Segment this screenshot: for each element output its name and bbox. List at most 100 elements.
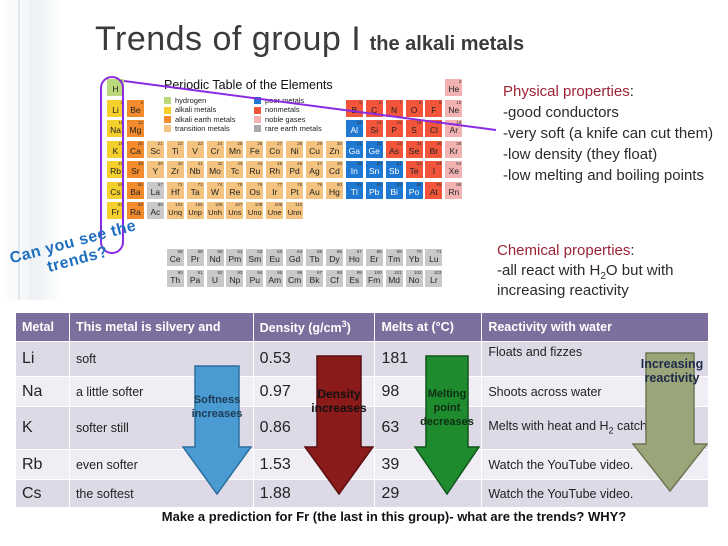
element-cell-cm: 96 Cm — [285, 268, 305, 288]
atomic-number: 60 — [217, 249, 223, 254]
legend-label: rare earth metals — [265, 124, 322, 134]
element-cell-tc: 43 Tc — [225, 160, 245, 179]
atomic-number: 42 — [217, 161, 223, 166]
element-symbol: Unh — [208, 208, 222, 217]
atomic-number: 9 — [438, 99, 442, 105]
element-symbol: Tb — [309, 254, 320, 264]
element-cell-p: 15 P — [384, 119, 404, 138]
atomic-number: 22 — [177, 140, 183, 146]
legend-swatch — [164, 106, 171, 114]
element-cell-zr: 40 Zr — [165, 160, 185, 179]
element-cell-pb: 82 Pb — [364, 180, 384, 200]
atomic-number: 62 — [257, 249, 263, 254]
element-symbol: Er — [369, 254, 379, 264]
table-row: Cs the softest 1.88 29 Watch the YouTube… — [15, 479, 709, 508]
atomic-number: 35 — [436, 140, 442, 146]
element-symbol: Ho — [348, 254, 360, 264]
element-cell-lr: 103 Lr — [424, 268, 444, 288]
atomic-number: 94 — [257, 269, 263, 275]
element-symbol: Pb — [368, 186, 380, 197]
element-symbol: Mo — [209, 166, 221, 176]
atomic-number: 68 — [376, 249, 382, 254]
element-cell-er: 68 Er — [364, 248, 384, 267]
atomic-number: 3 — [120, 99, 123, 105]
element-symbol: Na — [110, 125, 121, 135]
element-symbol: Sr — [131, 166, 140, 176]
atomic-number: 37 — [117, 161, 123, 166]
atomic-number: 85 — [436, 181, 442, 187]
atomic-number: 25 — [237, 140, 243, 146]
element-cell-at: 85 At — [424, 180, 444, 200]
element-symbol: Es — [349, 274, 360, 285]
atomic-number: 91 — [197, 269, 203, 275]
element-symbol: Nd — [209, 254, 221, 264]
element-symbol: K — [112, 145, 119, 156]
element-symbol: Re — [229, 186, 241, 197]
cell-metal: Na — [15, 376, 70, 407]
element-symbol: Si — [370, 125, 378, 135]
element-symbol: Li — [112, 104, 119, 115]
element-symbol: Ca — [129, 145, 141, 156]
element-symbol: Ta — [190, 186, 200, 197]
element-cell-nd: 60 Nd — [205, 248, 225, 267]
legend-left: hydrogen alkali metals alkali earth metals… — [164, 96, 235, 134]
element-cell-rh: 45 Rh — [265, 160, 285, 179]
element-symbol: U — [211, 274, 219, 285]
element-symbol: Hf — [170, 186, 180, 197]
reactivity-arrow-icon — [632, 352, 708, 492]
cell-density: 1.88 — [252, 479, 376, 508]
element-symbol: Une — [267, 208, 282, 217]
atomic-number: 44 — [257, 161, 263, 166]
title-main: Trends of group I — [95, 20, 362, 58]
atomic-number: 7 — [399, 99, 402, 105]
element-cell-pa: 91 Pa — [185, 268, 205, 288]
element-cell-pu: 94 Pu — [245, 268, 265, 288]
element-symbol: Ba — [130, 186, 141, 197]
element-symbol: Md — [388, 274, 400, 285]
atomic-number: 100 — [374, 269, 382, 275]
header-metal: Metal — [15, 312, 70, 342]
reactivity-arrow-label: Increasing reactivity — [640, 357, 704, 385]
atomic-number: 92 — [217, 269, 223, 275]
element-cell-pt: 78 Pt — [285, 180, 305, 200]
element-symbol: Ra — [129, 207, 141, 217]
element-cell-no: 102 No — [404, 268, 424, 288]
element-cell-ni: 28 Ni — [285, 139, 305, 159]
element-symbol: Cl — [429, 125, 438, 135]
legend-label: poor metals — [265, 96, 305, 105]
element-symbol: W — [210, 186, 220, 197]
element-symbol: Cd — [328, 166, 340, 176]
element-symbol: Eu — [269, 254, 280, 264]
atomic-number: 101 — [394, 269, 402, 275]
atomic-number: 8 — [418, 99, 422, 105]
atomic-number: 63 — [277, 249, 283, 254]
element-symbol: Unq — [168, 208, 183, 217]
atomic-number: 83 — [396, 181, 402, 187]
element-cell-yb: 70 Yb — [404, 248, 424, 267]
element-symbol: Pa — [189, 274, 201, 285]
element-cell-ne: 10 Ne — [444, 98, 464, 118]
periodic-table-title: Periodic Table of the Elements — [164, 78, 333, 92]
element-symbol: Ru — [249, 166, 261, 176]
header-melts: Melts at (°C) — [374, 312, 483, 342]
atomic-number: 26 — [257, 140, 263, 146]
element-cell-ag: 47 Ag — [305, 160, 324, 179]
element-cell-sr: 38 Sr — [125, 160, 145, 179]
atomic-number: 45 — [277, 161, 283, 166]
footer-prompt: Make a prediction for Fr (the last in th… — [161, 509, 627, 524]
legend-label: alkali metals — [175, 105, 217, 115]
element-cell-sc: 21 Sc — [145, 139, 165, 159]
element-cell-np: 93 Np — [225, 268, 245, 288]
element-symbol: Cm — [287, 274, 302, 285]
left-legend-entry: alkali metals — [164, 105, 235, 114]
element-symbol: Tm — [387, 254, 401, 264]
element-cell-uno: 108 Uno — [245, 201, 265, 220]
melting-arrow-label: Melting point decreases — [420, 388, 474, 428]
density-arrow-label: Density increases — [311, 387, 367, 415]
physical-item: -low density (they float) — [503, 146, 658, 163]
element-cell-i: 53 I — [424, 160, 444, 179]
atomic-number: 81 — [356, 181, 362, 187]
atomic-number: 59 — [197, 249, 203, 254]
element-symbol: Uno — [247, 208, 262, 217]
element-cell-ga: 31 Ga — [344, 139, 364, 159]
